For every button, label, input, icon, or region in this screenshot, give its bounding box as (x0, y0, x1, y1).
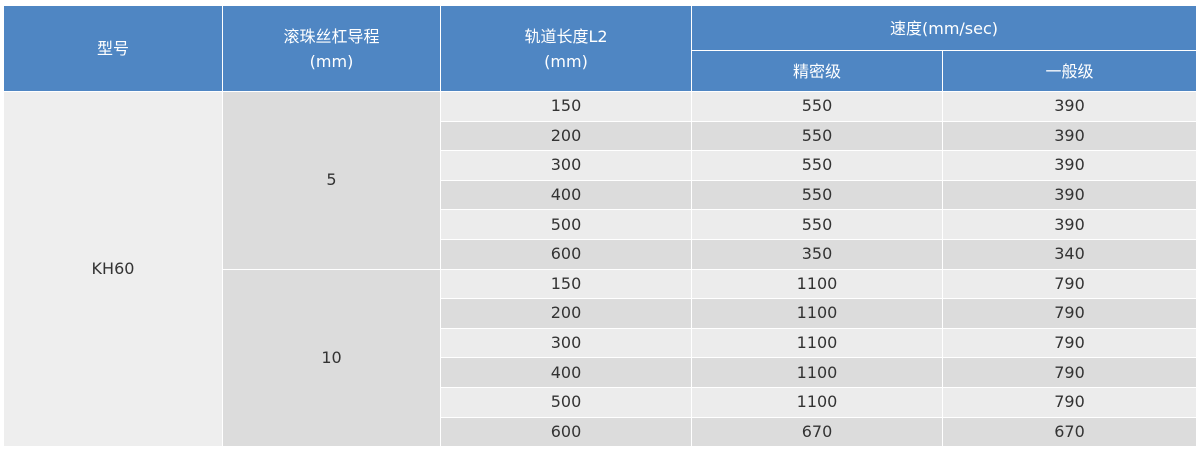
lead-cell: 10 (222, 268, 441, 448)
length-cell: 500 (440, 209, 692, 240)
header-general: 一般级 (942, 50, 1197, 92)
lead-cell: 5 (222, 91, 441, 270)
precision-speed-cell: 1100 (691, 298, 943, 329)
precision-speed-cell: 1100 (691, 386, 943, 418)
general-speed-cell: 670 (942, 416, 1197, 448)
precision-speed-cell: 350 (691, 238, 943, 270)
table-row: 600 670 670 (4, 416, 1197, 448)
header-speed: 速度(mm/sec) (691, 5, 1197, 51)
precision-speed-cell: 550 (691, 120, 943, 152)
model-cell: KH60 (3, 90, 223, 448)
general-speed-cell: 790 (942, 327, 1197, 359)
length-cell: 200 (440, 298, 692, 329)
general-speed-cell: 340 (942, 238, 1197, 270)
general-speed-cell: 390 (942, 179, 1197, 211)
length-cell: 600 (440, 238, 692, 270)
speed-spec-table: 型号 滚珠丝杠导程 (mm) 轨道长度L2 (mm) 速度(mm/sec) 精密级 … (3, 5, 1197, 448)
table-row: 600 350 340 (4, 238, 1197, 270)
precision-speed-cell: 670 (691, 416, 943, 448)
general-speed-cell: 390 (942, 120, 1197, 152)
header-lead: 滚珠丝杠导程 (mm) (222, 5, 441, 92)
general-speed-cell: 790 (942, 357, 1197, 388)
length-cell: 500 (440, 386, 692, 418)
table-row: 500 1100 790 (4, 386, 1197, 418)
table-row: 10 150 1100 790 (4, 268, 1197, 448)
header-model: 型号 (3, 5, 223, 92)
length-cell: 300 (440, 150, 692, 181)
table-row: 300 550 390 (4, 150, 1197, 181)
length-cell: 300 (440, 327, 692, 359)
table-row: KH60 5 150 550 390 (3, 90, 1197, 448)
length-cell: 600 (440, 416, 692, 448)
length-cell: 150 (440, 268, 692, 300)
table-row: 300 1100 790 (4, 327, 1197, 359)
general-speed-cell: 390 (942, 91, 1197, 122)
general-speed-cell: 790 (942, 386, 1197, 418)
precision-speed-cell: 1100 (691, 357, 943, 388)
precision-speed-cell: 550 (691, 179, 943, 211)
table-row: 500 550 390 (4, 209, 1197, 240)
precision-speed-cell: 550 (691, 209, 943, 240)
header-length: 轨道长度L2 (mm) (440, 5, 692, 92)
general-speed-cell: 790 (942, 268, 1197, 300)
precision-speed-cell: 1100 (691, 327, 943, 359)
general-speed-cell: 390 (942, 150, 1197, 181)
length-cell: 400 (440, 357, 692, 388)
length-cell: 150 (440, 91, 692, 122)
precision-speed-cell: 550 (691, 150, 943, 181)
table-row: 200 550 390 (4, 120, 1197, 152)
precision-speed-cell: 1100 (691, 268, 943, 300)
general-speed-cell: 390 (942, 209, 1197, 240)
general-speed-cell: 790 (942, 298, 1197, 329)
table-row: 400 550 390 (4, 179, 1197, 211)
length-cell: 200 (440, 120, 692, 152)
precision-speed-cell: 550 (691, 91, 943, 122)
header-precision: 精密级 (691, 50, 943, 92)
table-row: 200 1100 790 (4, 298, 1197, 329)
length-cell: 400 (440, 179, 692, 211)
